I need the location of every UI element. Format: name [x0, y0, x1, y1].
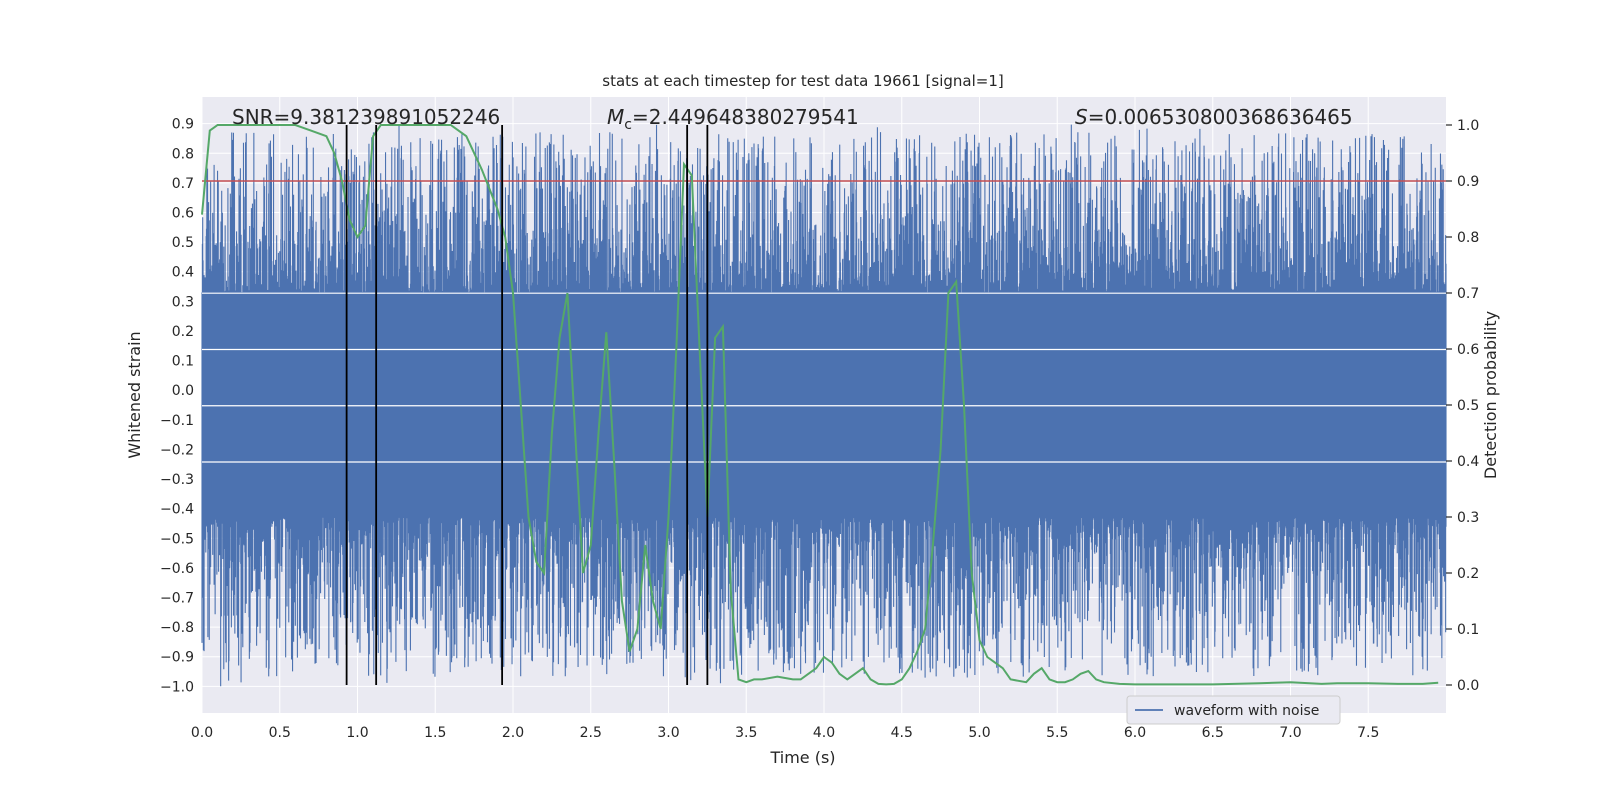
x-tick-label: 5.5 — [1046, 725, 1068, 741]
y-right-tick-label: 0.9 — [1457, 174, 1479, 190]
y-left-tick-label: −0.7 — [160, 591, 194, 607]
s-annotation: S=0.006530800368636465 — [1075, 105, 1353, 129]
x-tick-label: 2.5 — [580, 725, 602, 741]
s-symbol: S — [1075, 105, 1088, 129]
y-right-tick-label: 0.3 — [1457, 510, 1479, 526]
y-left-tick-label: −1.0 — [160, 679, 194, 695]
x-tick-label: 4.0 — [813, 725, 835, 741]
chirp-mass-symbol: M — [607, 105, 624, 129]
y-left-tick-label: −0.4 — [160, 502, 194, 518]
legend: waveform with noise — [1126, 695, 1341, 725]
y-left-tick-label: −0.9 — [160, 650, 194, 666]
x-axis-label: Time (s) — [769, 748, 835, 767]
y-left-tick-label: 0.6 — [172, 206, 194, 222]
legend-box — [1126, 695, 1341, 725]
probability-series — [201, 124, 1439, 686]
x-tick-label: 0.5 — [269, 725, 291, 741]
y-left-tick-label: 0.8 — [172, 146, 194, 162]
y-right-tick-label: 0.2 — [1457, 566, 1479, 582]
y-left-tick-label: 0.7 — [172, 176, 194, 192]
x-tick-label: 3.0 — [657, 725, 679, 741]
strain-dense-band — [202, 292, 1446, 518]
x-tick-label: 0.0 — [191, 725, 213, 741]
y-left-tick-label: −0.8 — [160, 620, 194, 636]
x-tick-label: 3.5 — [735, 725, 757, 741]
x-tick-label: 5.0 — [968, 725, 990, 741]
y-right-tick-label: 0.6 — [1457, 342, 1479, 358]
x-tick-label: 4.5 — [891, 725, 913, 741]
x-tick-label: 6.5 — [1202, 725, 1224, 741]
y-left-tick-label: −0.1 — [160, 413, 194, 429]
strain-series — [201, 124, 1447, 687]
y-left-tick-label: 0.3 — [172, 294, 194, 310]
s-value: =0.006530800368636465 — [1088, 105, 1353, 129]
y-left-tick-label: 0.4 — [172, 265, 194, 281]
y-left-tick-label: 0.1 — [172, 354, 194, 370]
y-left-tick-label: 0.9 — [172, 117, 194, 133]
x-tick-label: 1.0 — [346, 725, 368, 741]
chirp-mass-annotation: Mc=2.449648380279541 — [607, 105, 859, 133]
y-right-tick-label: 0.5 — [1457, 398, 1479, 414]
snr-annotation: SNR=9.381239891052246 — [232, 105, 500, 129]
y-left-tick-label: 0.0 — [172, 383, 194, 399]
chart-title: stats at each timestep for test data 196… — [602, 72, 1003, 90]
x-tick-label: 1.5 — [424, 725, 446, 741]
probability-line — [201, 124, 1439, 686]
y-right-tick-label: 0.1 — [1457, 622, 1479, 638]
y-right-tick-label: 1.0 — [1457, 118, 1479, 134]
legend-label: waveform with noise — [1174, 703, 1319, 719]
x-tick-label: 6.0 — [1124, 725, 1146, 741]
y-right-tick-label: 0.0 — [1457, 678, 1479, 694]
x-tick-label: 7.0 — [1279, 725, 1301, 741]
y-axis-right-label: Detection probability — [1481, 311, 1500, 479]
y-left-tick-label: −0.3 — [160, 472, 194, 488]
y-right-tick-label: 0.4 — [1457, 454, 1479, 470]
y-left-tick-label: −0.5 — [160, 531, 194, 547]
chirp-mass-subscript: c — [624, 117, 632, 133]
axis-ticks: 0.0 0.5 1.0 1.5 2.0 2.5 3.0 3.5 4.0 4.5 5.0 5.5 6.0 6… — [160, 117, 1479, 741]
y-right-tick-label: 0.7 — [1457, 286, 1479, 302]
y-left-tick-label: −0.2 — [160, 442, 194, 458]
vertical-markers — [345, 125, 709, 685]
chirp-mass-value: =2.449648380279541 — [632, 105, 859, 129]
y-left-tick-label: −0.6 — [160, 561, 194, 577]
x-tick-label: 2.0 — [502, 725, 524, 741]
y-left-tick-label: 0.5 — [172, 235, 194, 251]
y-right-tick-label: 0.8 — [1457, 230, 1479, 246]
y-left-tick-label: 0.2 — [172, 324, 194, 340]
y-axis-left-label: Whitened strain — [125, 331, 144, 458]
x-tick-label: 7.5 — [1357, 725, 1379, 741]
